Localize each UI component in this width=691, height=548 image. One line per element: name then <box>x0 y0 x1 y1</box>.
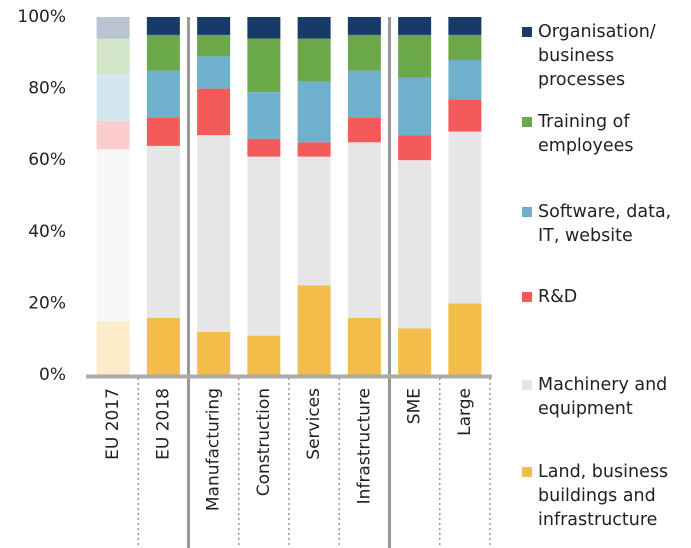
legend-label: R&D <box>538 287 578 307</box>
legend-swatch <box>522 207 532 217</box>
x-tick-label: Infrastructure <box>354 388 374 504</box>
legend-item: Training of employees <box>522 110 687 158</box>
bar-segment <box>197 17 231 35</box>
bar-segment <box>347 317 381 375</box>
bar-segment <box>448 17 482 35</box>
legend-label: Organisation/ business processes <box>538 22 656 90</box>
bar-segment <box>347 34 381 71</box>
bar-segment <box>398 135 432 161</box>
x-tick-label: Manufacturing <box>204 388 224 511</box>
bar-segment <box>247 138 281 157</box>
bar-segment <box>96 149 130 322</box>
legend-swatch <box>522 292 532 302</box>
bar-segment <box>197 56 231 89</box>
bar-segment <box>448 34 482 60</box>
bar-segment <box>146 117 180 146</box>
legend-swatch <box>522 117 532 127</box>
y-tick-label: 0% <box>39 365 66 385</box>
x-tick-label: Construction <box>254 388 274 496</box>
bar-segment <box>247 38 281 93</box>
bar-segment <box>347 142 381 318</box>
bar-segment <box>96 321 130 375</box>
bar-segment <box>398 17 432 35</box>
bar-segment <box>247 17 281 39</box>
bar-segment <box>398 77 432 136</box>
bar-segment <box>448 59 482 100</box>
bar-segment <box>347 70 381 118</box>
bar-segment <box>448 303 482 375</box>
bar-segment <box>297 156 331 286</box>
x-tick-label: EU 2017 <box>103 388 123 460</box>
y-tick-label: 100% <box>17 7 66 27</box>
legend-label: Training of employees <box>538 112 634 156</box>
legend-label: Machinery and equipment <box>538 375 668 419</box>
bar-segment <box>398 34 432 78</box>
legend-swatch <box>522 27 532 37</box>
bar-segment <box>297 38 331 82</box>
bar-segment <box>297 142 331 157</box>
bar-segment <box>96 120 130 150</box>
bar-segment <box>146 34 180 71</box>
bar-segment <box>297 285 331 375</box>
bar-segment <box>347 117 381 143</box>
legend-item: Machinery and equipment <box>522 373 687 421</box>
bar-segment <box>297 81 331 143</box>
legend-swatch <box>522 380 532 390</box>
bar-segment <box>297 17 331 39</box>
legend-item: Organisation/ business processes <box>522 20 687 92</box>
legend-swatch <box>522 467 532 477</box>
bar-segment <box>247 156 281 336</box>
bar-segment <box>398 160 432 329</box>
bar-segment <box>247 92 281 139</box>
bar-segment <box>146 145 180 318</box>
bar-segment <box>247 335 281 375</box>
bar-segment <box>197 34 231 57</box>
bar-segment <box>96 17 130 39</box>
legend-label: Software, data, IT, website <box>538 202 672 246</box>
legend-item: Software, data, IT, website <box>522 200 687 248</box>
bar-segment <box>197 135 231 333</box>
bar-segment <box>398 328 432 375</box>
legend-label: Land, business buildings and infrastruct… <box>538 462 669 530</box>
bar-segment <box>146 317 180 375</box>
y-tick-label: 40% <box>28 222 66 242</box>
x-tick-label: EU 2018 <box>153 388 173 460</box>
bar-segment <box>146 70 180 118</box>
bar-segment <box>197 88 231 136</box>
x-tick-label: Services <box>304 388 324 460</box>
bar-segment <box>96 38 130 75</box>
y-tick-label: 20% <box>28 293 66 313</box>
bar-segment <box>146 17 180 35</box>
bar-segment <box>197 332 231 375</box>
legend-item: R&D <box>522 285 687 309</box>
bar-segment <box>96 74 130 121</box>
y-tick-label: 80% <box>28 79 66 99</box>
bar-segment <box>448 99 482 132</box>
y-tick-label: 60% <box>28 150 66 170</box>
bar-segment <box>448 131 482 304</box>
legend-item: Land, business buildings and infrastruct… <box>522 460 687 532</box>
bar-segment <box>347 17 381 35</box>
x-tick-label: SME <box>405 388 425 424</box>
x-tick-label: Large <box>455 388 475 436</box>
